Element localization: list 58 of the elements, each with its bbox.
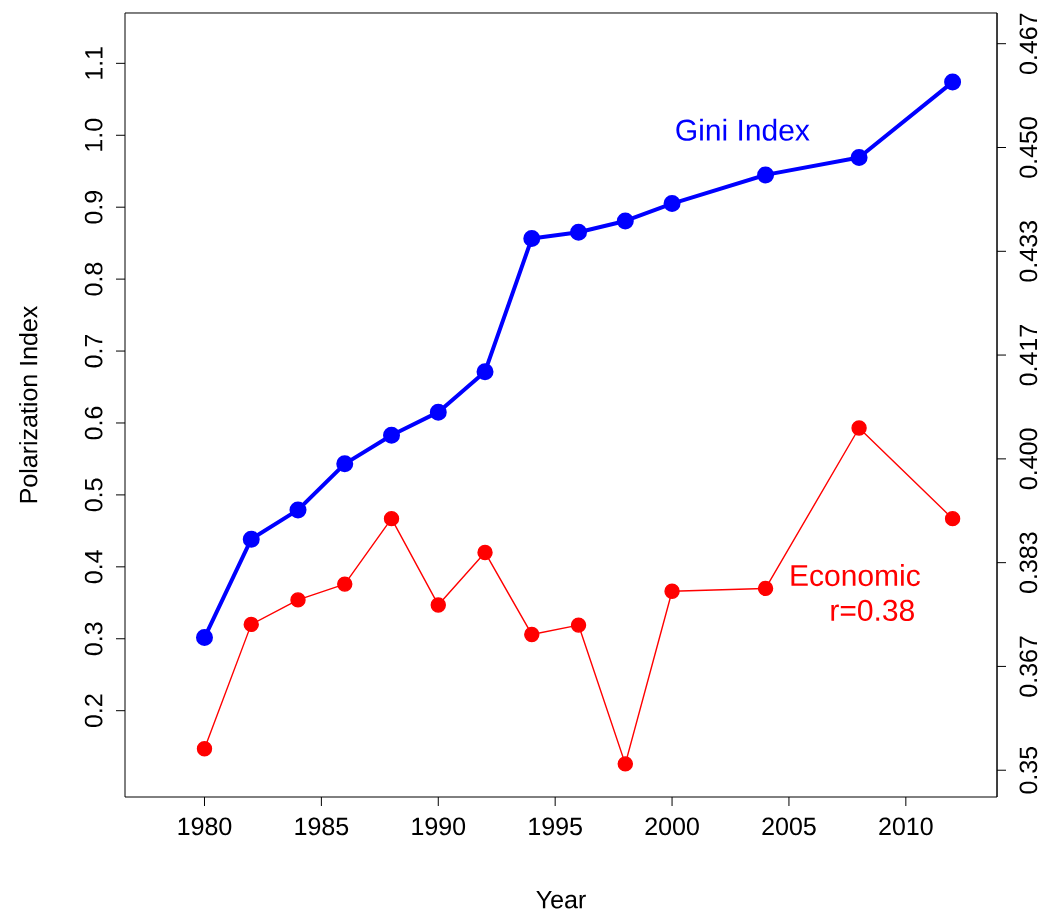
y2-tick-label: 0.450	[1019, 117, 1038, 178]
point	[476, 363, 494, 381]
point	[523, 229, 541, 247]
point	[429, 403, 447, 421]
point	[524, 626, 540, 643]
point	[383, 510, 400, 527]
point	[195, 629, 213, 647]
x-tick-label: 2005	[762, 817, 816, 836]
point	[663, 195, 681, 213]
point	[757, 580, 774, 597]
point	[570, 223, 588, 241]
point	[944, 510, 961, 527]
point	[851, 420, 867, 436]
y-tick-label: 0.2	[84, 694, 103, 728]
y2-tick-label: 0.467	[1019, 13, 1038, 74]
point	[243, 616, 259, 633]
point	[336, 455, 354, 473]
x-tick-label: 1980	[178, 817, 232, 836]
y2-tick-label: 0.367	[1019, 636, 1038, 697]
point	[757, 166, 775, 184]
point	[337, 576, 353, 592]
y-tick-label: 1.1	[85, 47, 103, 79]
y-tick-label: 0.9	[84, 191, 103, 224]
point	[242, 530, 260, 548]
point	[430, 597, 446, 613]
y-tick-label: 0.7	[84, 334, 103, 368]
point	[570, 617, 587, 633]
series-label: Economic	[791, 564, 920, 587]
y2-tick-label: 0.35	[1019, 746, 1038, 794]
y-tick-label: 0.5	[84, 478, 103, 512]
y2-tick-label: 0.433	[1019, 221, 1038, 282]
annotation: r=0.38	[831, 599, 914, 622]
point	[383, 426, 401, 444]
point	[617, 756, 633, 772]
y2-tick-label: 0.417	[1019, 325, 1038, 386]
point	[944, 73, 962, 91]
point	[289, 501, 307, 519]
y-tick-label: 0.6	[84, 406, 103, 440]
point	[664, 583, 680, 599]
series-label: Gini Index	[676, 118, 810, 141]
point	[850, 148, 868, 166]
x-axis-title: Year	[536, 890, 586, 909]
x-tick-label: 2010	[879, 817, 933, 836]
point	[196, 741, 213, 757]
x-tick-label: 2000	[645, 817, 699, 836]
y2-tick-label: 0.383	[1019, 532, 1038, 593]
y-tick-label: 1.0	[84, 118, 103, 151]
y-tick-label: 0.4	[84, 550, 103, 584]
x-tick-label: 1995	[529, 817, 582, 836]
point	[616, 212, 634, 230]
point	[290, 592, 306, 608]
point	[477, 544, 493, 561]
x-tick-label: 1990	[412, 817, 466, 836]
y-axis-title: Polarization Index	[19, 305, 38, 503]
y-tick-label: 0.3	[84, 622, 103, 656]
y-tick-label: 0.8	[84, 262, 103, 296]
y2-tick-label: 0.400	[1019, 428, 1038, 490]
x-tick-label: 1985	[295, 817, 349, 836]
